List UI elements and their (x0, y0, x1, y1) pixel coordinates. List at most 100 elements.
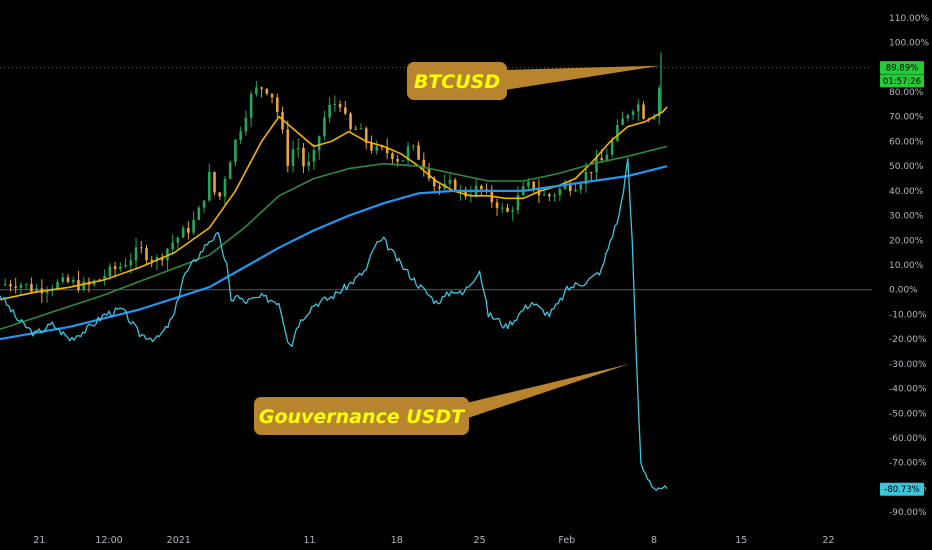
callout-box (254, 397, 469, 435)
candle-body (202, 200, 206, 208)
candle-body (652, 116, 656, 120)
candle-body (610, 140, 614, 155)
candle-body (176, 237, 180, 243)
x-tick-label: 25 (474, 535, 486, 546)
y-tick-label: 10.00% (889, 261, 924, 271)
candle-body (600, 158, 603, 161)
candle-body (119, 266, 122, 270)
gouvernance-usdt-callout: Gouvernance USDT (254, 363, 630, 435)
price-axis[interactable]: 110.00%100.00%90.00%80.00%70.00%60.00%50… (880, 14, 929, 518)
candle-body (574, 189, 577, 192)
candle-body (270, 93, 274, 98)
ma-mid-line (0, 145, 668, 331)
candle-body (359, 128, 363, 130)
x-tick-label: Feb (558, 535, 575, 546)
candle-body (187, 227, 190, 233)
candle-body (9, 284, 12, 287)
price-badge: 01:57:26 (880, 74, 924, 88)
candle-body (506, 207, 509, 212)
candle-body (500, 207, 504, 209)
candle-body (328, 104, 331, 118)
callout-pointer (462, 363, 630, 420)
candle-body (239, 131, 242, 140)
callout-pointer (505, 65, 661, 90)
y-tick-label: 110.00% (889, 14, 929, 24)
badge-label: 89.89% (886, 64, 918, 74)
candle-body (323, 117, 326, 137)
candle-body (61, 277, 65, 282)
candle-body (642, 104, 645, 119)
candle-body (349, 113, 352, 129)
ma-fast-line (0, 106, 668, 301)
candle-body (30, 284, 33, 292)
candle-body (207, 171, 211, 201)
candle-body (453, 179, 457, 192)
candle-body (605, 154, 609, 161)
time-axis[interactable]: 21 12:00 2021 11 18 25 Feb 8 15 22 (33, 535, 834, 546)
x-tick-label: 22 (822, 535, 834, 546)
y-tick-label: -60.00% (889, 434, 927, 444)
candle-body (375, 146, 379, 151)
badge-bg (880, 61, 924, 75)
y-tick-label: 0.00% (889, 286, 918, 296)
candle-body (98, 279, 101, 281)
candle-body (657, 88, 661, 117)
annotations: BTCUSD Gouvernance USDT (254, 62, 661, 435)
candle-body (495, 202, 499, 208)
y-tick-label: -50.00% (889, 409, 927, 419)
candle-body (66, 277, 70, 282)
y-tick-label: -10.00% (889, 310, 927, 320)
candle-body (139, 247, 143, 249)
y-tick-label: 40.00% (889, 187, 924, 197)
candle-body (412, 145, 415, 147)
candle-body (417, 145, 420, 160)
candle-body (354, 128, 358, 130)
y-tick-label: -40.00% (889, 385, 927, 395)
candle-body (333, 104, 337, 106)
candle-body (584, 171, 588, 185)
candle-body (631, 111, 635, 115)
price-badge: 89.89% (880, 61, 924, 75)
candle-body (432, 178, 436, 187)
candle-body (197, 207, 201, 221)
y-tick-label: -20.00% (889, 335, 927, 345)
candle-body (563, 184, 567, 190)
candle-body (286, 129, 290, 166)
candle-body (589, 171, 593, 173)
candle-body (616, 125, 619, 141)
candle-body (291, 149, 295, 166)
candle-body (438, 186, 441, 189)
candle-body (422, 159, 426, 169)
candle-body (380, 146, 384, 148)
candle-body (166, 248, 169, 261)
candle-body (553, 195, 556, 197)
candle-body (129, 260, 133, 266)
callout-label: Gouvernance USDT (259, 406, 466, 428)
y-tick-label: 50.00% (889, 162, 924, 172)
candle-body (626, 114, 630, 119)
candle-body (364, 128, 368, 143)
candle-body (385, 147, 389, 154)
badge-label: -80.73% (884, 485, 919, 495)
candle-body (255, 87, 258, 95)
candle-body (406, 146, 410, 161)
candle-body (145, 248, 148, 261)
btcusd-callout: BTCUSD (407, 62, 661, 100)
candle-body (124, 265, 127, 267)
y-tick-label: 20.00% (889, 236, 924, 246)
candle-body (24, 284, 28, 286)
candle-body (296, 147, 300, 150)
candle-body (338, 104, 342, 108)
badge-label: 01:57:26 (883, 77, 921, 87)
candle-body (103, 275, 106, 280)
candle-body (218, 192, 222, 197)
candle-body (171, 242, 174, 249)
candle-body (427, 168, 431, 179)
y-tick-label: 80.00% (889, 88, 924, 98)
candle-body (228, 162, 232, 179)
badge-bg (880, 74, 924, 88)
candle-body (595, 158, 598, 173)
callout-label: BTCUSD (414, 71, 500, 93)
y-tick-label: 70.00% (889, 113, 924, 123)
